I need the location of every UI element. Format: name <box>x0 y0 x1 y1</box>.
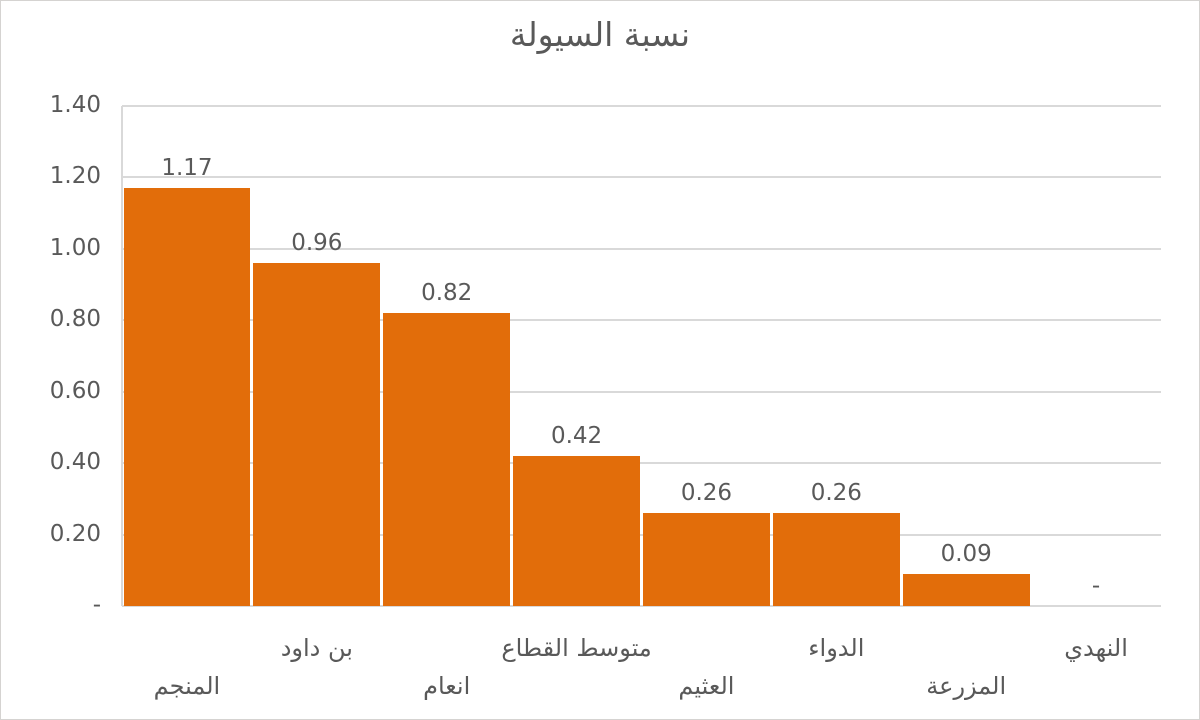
x-axis-category-label: النهدي <box>1064 634 1128 662</box>
x-axis-category-label: المزرعة <box>926 672 1007 700</box>
x-axis-category-label: بن داود <box>280 634 353 662</box>
y-axis-tick-label: - <box>92 592 101 619</box>
gridline <box>122 247 1161 250</box>
y-axis-tick-label: 1.40 <box>49 92 101 119</box>
bar-slot: 0.42 <box>512 106 642 606</box>
gridline <box>122 105 1161 107</box>
x-axis-category-label: متوسط القطاع <box>501 634 652 662</box>
x-axis-category-label: الدواء <box>808 634 865 662</box>
bar <box>123 188 251 606</box>
y-axis-tick-label: 0.20 <box>49 520 101 547</box>
bar-slot: 0.09 <box>901 106 1031 606</box>
bar <box>383 313 511 606</box>
plot-area: 1.17 0.96 0.82 0.42 0.26 0.26 0.09 - <box>121 105 1161 607</box>
bar-slots: 1.17 0.96 0.82 0.42 0.26 0.26 0.09 - <box>122 106 1161 606</box>
y-axis-tick-label: 1.00 <box>49 235 101 262</box>
bar-value-label: 0.26 <box>810 480 862 507</box>
bar-slot: 0.82 <box>382 106 512 606</box>
bar <box>253 263 381 606</box>
x-axis-labels: المنجم بن داود انعام متوسط القطاع العثيم الدو… <box>122 606 1161 719</box>
y-axis-tick-label: 0.40 <box>49 449 101 476</box>
gridline <box>122 176 1161 179</box>
y-axis-tick-label: 1.20 <box>49 163 101 190</box>
bar-value-label: 0.09 <box>940 541 992 568</box>
gridline <box>122 462 1161 465</box>
bar-slot: 1.17 <box>122 106 252 606</box>
bar-value-label: 0.42 <box>550 423 603 450</box>
y-axis-tick-label: 0.60 <box>49 377 101 404</box>
bar-value-label: 0.96 <box>291 230 343 257</box>
x-axis-category-label: المنجم <box>153 672 221 700</box>
gridline <box>122 390 1161 393</box>
bar-value-label: 1.17 <box>161 155 213 182</box>
bar <box>513 456 640 606</box>
gridline <box>122 319 1161 322</box>
bar-value-label: - <box>1091 573 1101 600</box>
chart-title: نسبة السيولة <box>509 15 691 54</box>
bar <box>902 573 1030 606</box>
bar-slot: 0.96 <box>252 106 382 606</box>
y-axis-tick-label: 0.80 <box>49 306 101 333</box>
bar-value-label: 0.82 <box>421 280 473 307</box>
x-axis-category-label: انعام <box>423 672 471 700</box>
gridline <box>122 605 1161 607</box>
bar-slot: 0.26 <box>642 106 772 606</box>
bar <box>772 513 900 606</box>
bar <box>643 513 770 606</box>
bar-slot: - <box>1031 106 1161 606</box>
gridline <box>122 533 1161 536</box>
bar-value-label: 0.26 <box>680 480 733 507</box>
bar-slot: 0.26 <box>771 106 901 606</box>
x-axis-category-label: العثيم <box>678 672 735 700</box>
y-axis-line <box>121 106 123 606</box>
y-axis-labels: 1.40 1.20 1.00 0.80 0.60 0.40 0.20 - <box>1 92 101 618</box>
